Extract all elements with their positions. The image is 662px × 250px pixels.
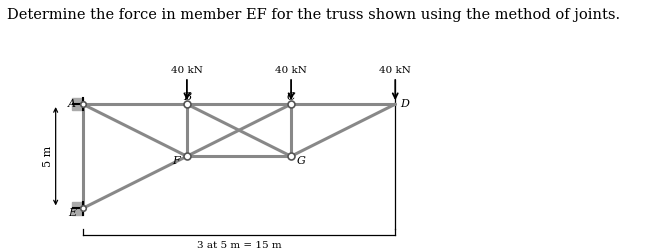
Text: D: D: [401, 99, 409, 109]
Text: 5 m: 5 m: [44, 146, 54, 167]
Bar: [72, 202, 83, 214]
Text: B: B: [183, 92, 191, 102]
Text: G: G: [297, 156, 306, 166]
Text: E: E: [68, 208, 76, 218]
Text: 40 kN: 40 kN: [379, 66, 411, 75]
Text: Determine the force in member EF for the truss shown using the method of joints.: Determine the force in member EF for the…: [7, 8, 620, 22]
Text: F: F: [173, 156, 180, 166]
Text: 40 kN: 40 kN: [275, 66, 307, 75]
Bar: [72, 98, 83, 110]
Text: A: A: [68, 99, 76, 109]
Text: 3 at 5 m = 15 m: 3 at 5 m = 15 m: [197, 240, 281, 250]
Text: 40 kN: 40 kN: [171, 66, 203, 75]
Text: C: C: [287, 92, 295, 102]
